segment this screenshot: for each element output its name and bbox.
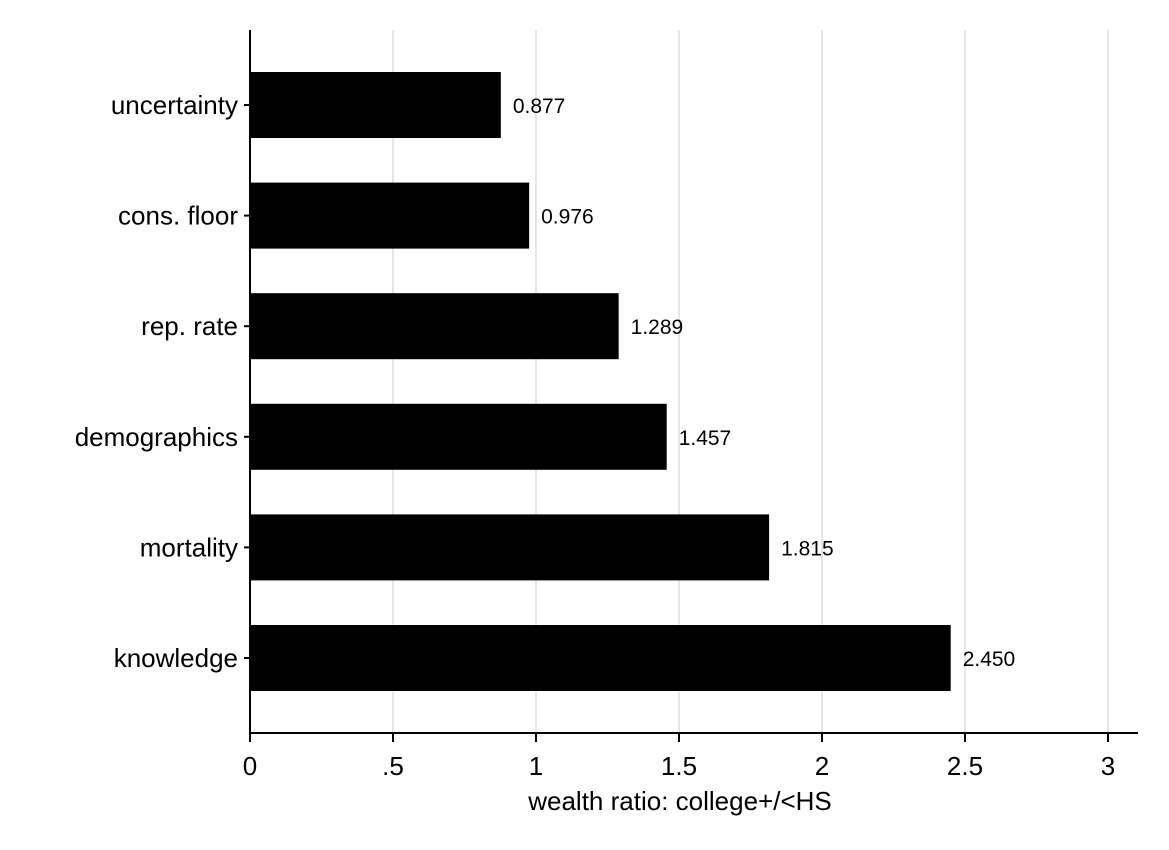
x-axis-title: wealth ratio: college+/<HS — [527, 786, 832, 816]
x-tick-label: 0 — [243, 751, 257, 781]
bar-cons-floor — [250, 182, 530, 249]
bar-uncertainty — [250, 72, 501, 138]
bar-knowledge — [250, 625, 951, 691]
x-tick-label: 2.5 — [947, 751, 983, 781]
value-label: 0.976 — [541, 206, 594, 229]
category-label: cons. floor — [118, 201, 238, 231]
gridlines — [392, 30, 1109, 733]
x-tick-label: .5 — [382, 751, 404, 781]
x-tick-label: 3 — [1101, 751, 1115, 781]
x-tick-label: 2 — [815, 751, 829, 781]
value-label: 1.815 — [781, 537, 834, 560]
category-label: rep. rate — [141, 311, 238, 341]
value-labels: 0.877 0.976 1.289 1.457 1.815 2.450 — [513, 95, 1015, 671]
x-tick-label: 1 — [529, 751, 543, 781]
bar-demographics — [250, 403, 667, 470]
category-label: demographics — [75, 422, 238, 452]
bar-rep-rate — [250, 293, 619, 360]
category-labels: uncertainty cons. floor rep. rate demograph… — [75, 90, 239, 673]
axes — [249, 30, 1138, 734]
x-ticks: 0 .5 1 1.5 2 2.5 3 — [243, 104, 1115, 781]
category-label: knowledge — [114, 643, 238, 673]
bar-mortality — [250, 514, 770, 581]
value-label: 2.450 — [963, 648, 1016, 671]
bars — [250, 72, 951, 691]
category-label: uncertainty — [111, 90, 238, 120]
value-label: 1.289 — [631, 316, 684, 339]
value-label: 1.457 — [679, 427, 732, 450]
value-label: 0.877 — [513, 95, 566, 118]
x-tick-label: 1.5 — [661, 751, 697, 781]
category-label: mortality — [140, 532, 238, 562]
